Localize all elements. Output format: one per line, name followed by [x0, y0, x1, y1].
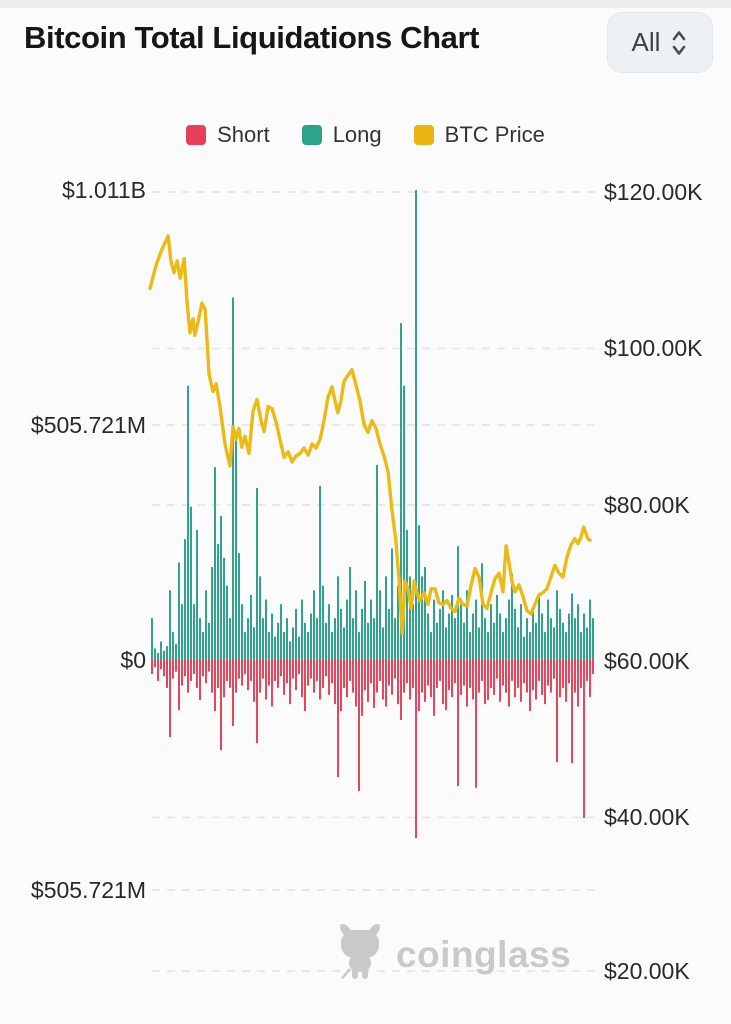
y-axis-left-label-2: $0 [120, 647, 146, 673]
legend-item-btc-price[interactable]: BTC Price [413, 122, 545, 148]
time-range-select[interactable]: All [607, 12, 713, 73]
top-divider [0, 0, 731, 8]
y-axis-right-label-4: $40.00K [604, 804, 690, 830]
y-axis-left-label-3: $505.721M [30, 877, 146, 903]
y-axis-left-label-1: $505.721M [30, 412, 146, 438]
y-axis-right-label-0: $120.00K [604, 179, 703, 205]
chart-legend: Short Long BTC Price [0, 121, 731, 149]
select-updown-chevron-icon [670, 28, 688, 58]
short-swatch-icon [186, 125, 207, 145]
coinglass-wordmark: coinglass [396, 933, 572, 975]
btc-price-swatch-icon [413, 125, 434, 145]
long-swatch-icon [301, 125, 322, 145]
legend-label-long: Long [332, 122, 382, 147]
legend-item-short[interactable]: Short [186, 122, 270, 148]
y-axis-right-label-5: $20.00K [604, 958, 690, 984]
y-axis-right-label-1: $100.00K [604, 335, 703, 361]
legend-label-btc-price: BTC Price [444, 122, 545, 147]
y-axis-right-label-2: $80.00K [604, 492, 690, 518]
legend-label-short: Short [217, 122, 270, 147]
time-range-value: All [631, 27, 661, 57]
coinglass-watermark: coinglass [336, 923, 571, 986]
y-axis-left-label-0: $1.011B [62, 177, 146, 203]
coinglass-bull-icon [336, 923, 384, 986]
y-axis-right-label-3: $60.00K [604, 648, 690, 674]
page-title: Bitcoin Total Liquidations Chart [24, 20, 480, 55]
legend-item-long[interactable]: Long [301, 122, 382, 148]
